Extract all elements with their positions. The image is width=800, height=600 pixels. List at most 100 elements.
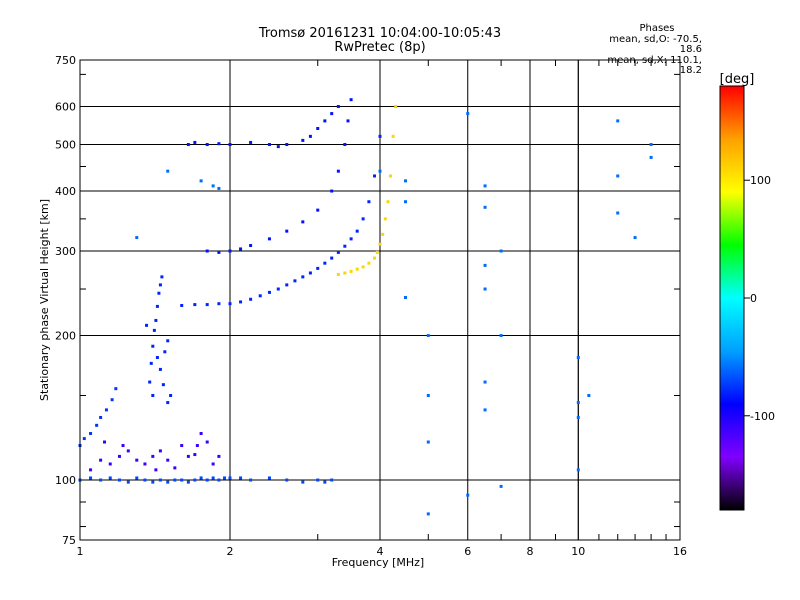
data-point [483,184,487,188]
data-point [155,355,159,359]
data-point [649,143,653,147]
data-point [285,229,289,233]
data-point [330,256,334,260]
data-point [267,143,271,147]
y-tick-label: 400 [55,185,76,198]
data-point [378,242,382,246]
data-point [193,453,197,457]
data-point [267,476,271,480]
chart-title: Tromsø 20161231 10:04:00-10:05:43 [258,26,502,41]
data-point [217,302,221,306]
x-tick-label: 4 [377,545,384,558]
data-point [173,478,177,482]
data-point [499,334,503,338]
data-point [483,408,487,412]
data-point [576,415,580,419]
data-point [193,478,197,482]
x-tick-label: 6 [464,545,471,558]
data-point [158,367,162,371]
data-point [217,142,221,146]
data-point [199,476,203,480]
data-point [163,350,167,354]
data-point [89,476,93,480]
data-point [149,361,153,365]
data-point [308,271,312,275]
data-point [205,249,209,253]
data-point [330,112,334,116]
data-point [166,458,170,462]
data-point [330,189,334,193]
data-point [154,468,158,472]
y-axis-label: Stationary phase Virtual Height [km] [38,199,51,401]
data-point [186,143,190,147]
data-point [103,440,107,444]
data-point [89,468,93,472]
data-point [166,480,170,484]
colorbar-gradient [719,85,745,511]
data-point [349,237,353,241]
data-point [373,174,377,178]
data-point [239,476,243,480]
data-point [308,134,312,138]
data-point [239,247,243,251]
data-point [426,394,430,398]
data-point [205,478,209,482]
data-point [367,200,371,204]
data-point [95,423,99,427]
data-point [285,478,289,482]
data-point [355,229,359,233]
data-point [355,267,359,271]
x-tick-label: 10 [571,545,585,558]
data-point [293,279,297,283]
chart-title-block: Tromsø 20161231 10:04:00-10:05:43 RwPret… [230,27,530,55]
data-point [211,462,215,466]
data-point [375,250,379,254]
data-point [108,476,112,480]
data-point [483,205,487,209]
data-point [378,169,382,173]
data-point [126,480,130,484]
data-point [316,266,320,270]
y-tick-label: 300 [55,245,76,258]
data-point [336,273,340,277]
data-point [205,303,209,307]
data-point [576,468,580,472]
colorbar-tick-label: -100 [750,410,775,423]
colorbar-tick-label: 0 [750,292,757,305]
y-tick-label: 75 [62,534,76,547]
data-point [166,339,170,343]
data-point [249,244,253,248]
data-point [193,303,197,307]
data-point [276,287,280,291]
data-point [223,476,227,480]
y-tick-label: 750 [55,54,76,67]
data-point [99,458,103,462]
phases-heading: Phases [639,23,675,34]
data-point [483,380,487,384]
data-point [316,208,320,212]
y-axis: 75 100 200 300 400 500 600 750 [55,54,680,547]
phases-o-line: mean, sd,O: -70.5, 18.6 [609,33,702,55]
data-point [173,466,177,470]
y-tick-label: 600 [55,101,76,114]
data-point [152,328,156,332]
data-point [143,478,147,482]
data-point [343,244,347,248]
data-point [301,138,305,142]
data-point [211,476,215,480]
y-tick-label: 100 [55,474,76,487]
data-point [205,143,209,147]
colorbar-label: [deg] [720,72,755,87]
data-point [135,458,139,462]
data-point [249,478,253,482]
x-tick-label: 16 [673,545,687,558]
data-point [323,480,327,484]
x-tick-label: 2 [227,545,234,558]
data-point [228,143,232,147]
data-point [145,323,149,327]
data-point [126,449,130,453]
data-point [151,454,155,458]
data-point [346,119,350,123]
data-point [361,265,365,269]
